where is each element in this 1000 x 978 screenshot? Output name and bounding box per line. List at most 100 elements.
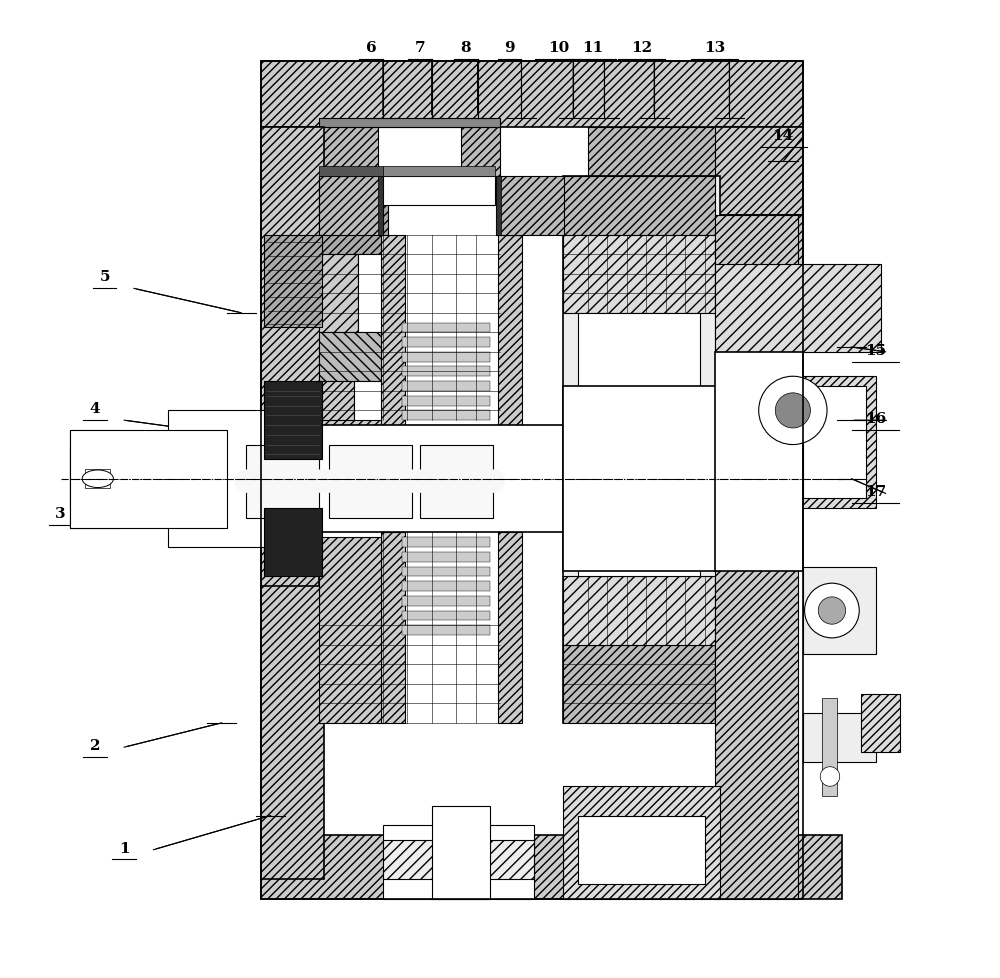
Bar [319,118,500,128]
Text: 4: 4 [90,402,100,416]
Bar [261,128,324,509]
Text: 8: 8 [461,41,471,55]
Bar [381,236,405,425]
Bar [261,62,803,128]
Bar [383,825,534,899]
Bar [402,567,490,577]
Bar [563,177,715,236]
Circle shape [759,377,827,445]
Bar [383,167,495,177]
Bar [803,567,876,655]
Bar [563,386,720,572]
Bar [402,626,490,636]
Bar [168,411,266,548]
Bar [319,128,500,177]
Text: 5: 5 [99,270,110,285]
Circle shape [775,393,810,428]
Bar [563,236,715,314]
Text: 2: 2 [90,738,100,752]
Bar [383,177,495,206]
Bar [563,645,715,723]
Ellipse shape [82,470,113,488]
Text: 7: 7 [415,41,425,55]
Bar [822,698,837,796]
Bar [715,128,803,216]
Bar [85,469,110,489]
Bar [329,445,412,518]
Bar [402,597,490,606]
Bar [578,816,705,884]
Bar [264,509,322,577]
Bar [261,128,319,879]
Bar [715,265,881,352]
Bar [261,587,324,879]
Text: 9: 9 [504,41,515,55]
Bar [402,396,490,406]
Bar [319,167,383,177]
Bar [402,538,490,548]
Circle shape [317,470,341,493]
Text: 14: 14 [772,129,794,143]
Bar [354,381,388,421]
Bar [358,255,388,333]
Text: 6: 6 [366,41,376,55]
Circle shape [400,470,424,493]
Bar [378,177,383,236]
Bar [261,835,842,899]
Bar [319,381,354,421]
Bar [402,582,490,592]
Bar [496,177,564,236]
Circle shape [408,470,432,493]
Text: 17: 17 [865,485,886,499]
Bar [498,236,522,425]
Bar [319,255,358,333]
Bar [588,177,715,216]
Bar [402,337,490,347]
Text: 10: 10 [548,41,569,55]
Bar [803,713,876,762]
Text: 15: 15 [865,343,886,357]
Bar [588,128,715,177]
Bar [498,533,522,723]
Bar [402,381,490,391]
Circle shape [234,470,258,493]
Bar [715,352,803,572]
Bar [578,314,700,577]
Bar [402,323,490,333]
Bar [381,533,405,723]
Text: 13: 13 [704,41,725,55]
Bar [264,236,322,328]
Bar [319,333,388,381]
Bar [432,806,490,899]
Bar [264,381,322,460]
Bar [70,450,227,509]
Bar [715,216,803,352]
Bar [319,177,383,440]
Bar [496,177,501,236]
Bar [420,445,493,518]
Bar [402,352,490,362]
Bar [715,216,798,899]
Circle shape [308,470,331,493]
Text: 1: 1 [119,841,129,855]
Bar [563,577,715,645]
Bar [319,177,388,255]
Bar [563,786,720,899]
Circle shape [805,584,859,639]
Bar [798,377,876,509]
Bar [246,445,319,518]
Text: 16: 16 [865,412,886,425]
Bar [319,538,383,723]
Bar [402,367,490,377]
Bar [70,430,227,528]
Bar [227,425,563,533]
Bar [402,411,490,421]
Circle shape [820,767,840,786]
Bar [70,430,119,528]
Bar [402,611,490,621]
Text: 3: 3 [55,507,66,520]
Bar [861,693,900,752]
Bar [261,62,803,899]
Text: 11: 11 [582,41,603,55]
Bar [319,177,383,236]
